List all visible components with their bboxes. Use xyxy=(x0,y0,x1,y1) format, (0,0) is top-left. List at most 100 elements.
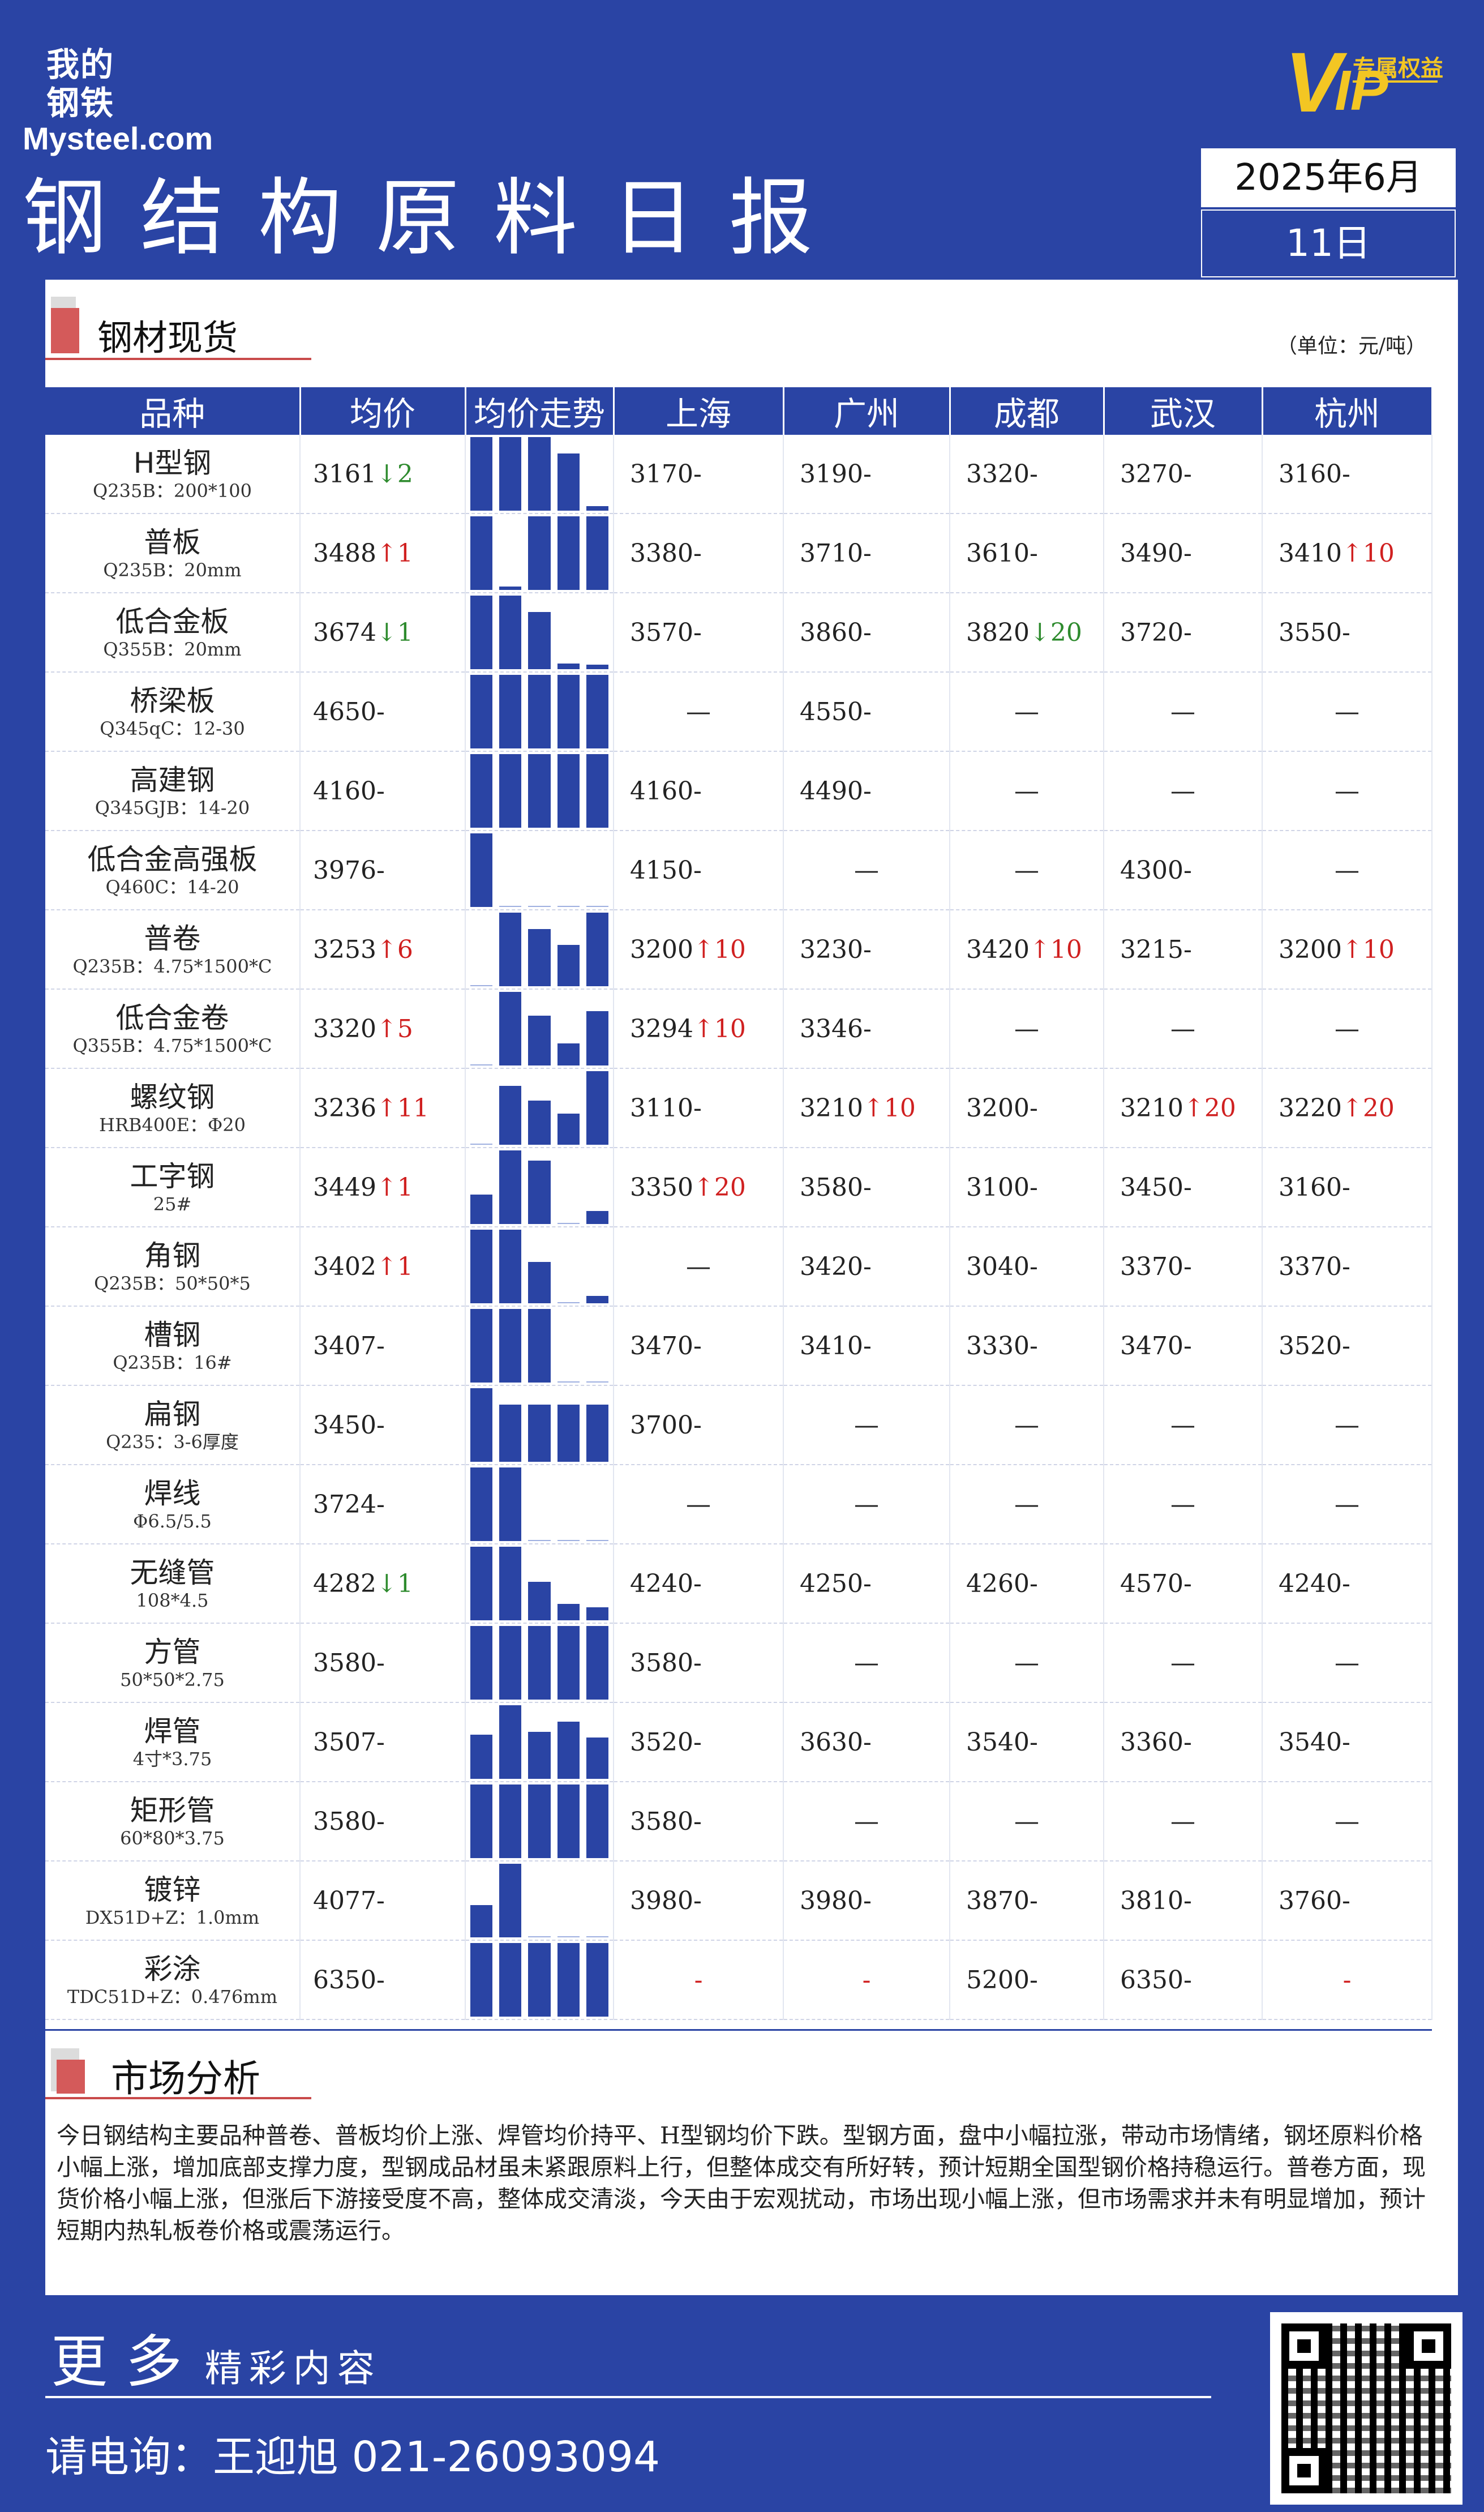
trend-bars xyxy=(470,1547,609,1620)
trend-bar xyxy=(586,665,609,669)
avg-trend-cell xyxy=(465,593,614,673)
trend-bar xyxy=(528,928,551,986)
city-price: 3330 xyxy=(966,1331,1030,1360)
table-row: 焊管 4寸*3.75 3507- 3520- 3630- 3540- 3360- 3540- xyxy=(45,1702,1432,1782)
city-price: 3294 xyxy=(630,1014,693,1043)
change-arrow: ↑ xyxy=(376,1252,397,1281)
trend-bar xyxy=(528,754,551,828)
trend-bar xyxy=(557,453,580,511)
city-price-cell: 4550- xyxy=(783,672,950,752)
avg-price: 3407 xyxy=(313,1331,376,1360)
trend-bar xyxy=(528,1101,551,1145)
trend-bar xyxy=(499,906,522,907)
table-row: 低合金高强板 Q460C：14-20 3976- 4150- — —4300- — xyxy=(45,831,1432,910)
trend-bar xyxy=(557,1626,580,1700)
column-header: 成都 xyxy=(950,387,1105,435)
city-price: 3160 xyxy=(1279,459,1342,489)
vip-letter: V xyxy=(1285,35,1342,130)
city-price: 3580 xyxy=(630,1648,693,1677)
city-price-cell: 3170- xyxy=(614,435,784,514)
column-header: 上海 xyxy=(614,387,784,435)
table-row: 低合金卷 Q355B：4.75*1500*C 3320↑5 3294↑10 3346- —… xyxy=(45,989,1432,1069)
city-change-arrow: - xyxy=(693,1648,702,1677)
city-price-cell: 3370- xyxy=(1104,1227,1263,1307)
city-price: — xyxy=(1335,1490,1359,1519)
trend-bar xyxy=(557,663,580,669)
city-price-cell: 4260- xyxy=(950,1544,1104,1624)
city-change-arrow: - xyxy=(693,459,702,489)
contact-info[interactable]: 王迎旭 021-26093094 xyxy=(213,2433,660,2481)
avg-price-cell: 3580- xyxy=(300,1623,466,1703)
avg-price-cell: 3450- xyxy=(300,1385,466,1465)
city-price: — xyxy=(1335,1014,1359,1043)
trend-bars xyxy=(470,1864,609,1937)
avg-price-cell: 3976- xyxy=(300,831,466,910)
city-price-cell: — xyxy=(783,831,950,910)
city-price: 3210 xyxy=(1120,1093,1183,1123)
section-underline xyxy=(45,358,311,360)
city-price-cell: 3110- xyxy=(614,1068,784,1148)
city-change-arrow: - xyxy=(1341,1727,1350,1757)
qr-code[interactable] xyxy=(1270,2312,1462,2505)
avg-price-cell: 3674↓1 xyxy=(300,593,466,673)
city-price: — xyxy=(1170,697,1195,726)
section-mark xyxy=(51,308,79,353)
city-change-value: 10 xyxy=(1362,935,1395,964)
city-price-cell: 3980- xyxy=(614,1861,784,1941)
city-price-cell: — xyxy=(950,1385,1104,1465)
qr-eye-bl xyxy=(1281,2448,1327,2493)
city-price: 3220 xyxy=(1279,1093,1342,1123)
avg-price: 3236 xyxy=(313,1093,376,1123)
city-price: 4160 xyxy=(630,776,693,806)
table-bottom-divider xyxy=(45,2029,1432,2031)
city-price-cell: 3420- xyxy=(783,1227,950,1307)
city-price-cell: — xyxy=(950,672,1104,752)
product-cell: 焊线 Φ6.5/5.5 xyxy=(45,1465,301,1544)
product-name: 普卷 xyxy=(144,922,201,955)
avg-price: 4077 xyxy=(313,1886,376,1915)
avg-price: 4282 xyxy=(313,1569,376,1598)
product-cell: 扁钢 Q235：3-6厚度 xyxy=(45,1385,301,1465)
city-price: 3980 xyxy=(800,1886,863,1915)
city-change-arrow: - xyxy=(863,1331,872,1360)
city-change-arrow: - xyxy=(693,1331,702,1360)
product-spec: Q235B：20mm xyxy=(103,559,242,581)
change-arrow: ↓ xyxy=(376,1569,397,1598)
product-cell: 镀锌 DX51D+Z：1.0mm xyxy=(45,1861,301,1941)
city-change-arrow: - xyxy=(693,776,702,806)
product-spec: Q345GJB：14-20 xyxy=(95,797,250,819)
city-change-arrow: - xyxy=(1341,459,1350,489)
city-change-arrow: - xyxy=(1341,618,1350,647)
product-name: 扁钢 xyxy=(144,1397,201,1431)
city-change-arrow: - xyxy=(1029,1727,1038,1757)
trend-bar xyxy=(557,1784,580,1858)
product-name: 方管 xyxy=(144,1635,201,1668)
avg-trend-cell xyxy=(465,1385,614,1465)
trend-bar xyxy=(586,1296,609,1303)
city-change-value: 20 xyxy=(714,1172,746,1202)
product-spec: DX51D+Z：1.0mm xyxy=(85,1906,260,1928)
city-change-value: 10 xyxy=(883,1093,916,1123)
product-cell: 工字钢 25# xyxy=(45,1148,301,1227)
city-price: 3190 xyxy=(800,459,863,489)
table-row: 螺纹钢 HRB400E：Φ20 3236↑11 3110- 3210↑10 3200- 32… xyxy=(45,1068,1432,1148)
city-price-cell: — xyxy=(1104,1385,1263,1465)
trend-bar xyxy=(557,1540,580,1541)
city-price-cell: — xyxy=(1262,831,1432,910)
trend-bars xyxy=(470,596,609,669)
city-price-cell: — xyxy=(783,1782,950,1861)
table-row: 彩涂 TDC51D+Z：0.476mm 6350- - -5200- 6350- - xyxy=(45,1940,1432,2020)
trend-bar xyxy=(499,1943,522,2017)
avg-trend-cell xyxy=(465,672,614,752)
change-value: 1 xyxy=(397,538,413,568)
city-price-cell: 3380- xyxy=(614,513,784,593)
city-price-cell: 3470- xyxy=(1104,1306,1263,1386)
trend-bar xyxy=(586,675,609,748)
city-price-cell: 3200- xyxy=(950,1068,1104,1148)
more-label: 更 多 xyxy=(51,2329,182,2395)
city-price: — xyxy=(1014,1490,1039,1519)
change-arrow: - xyxy=(376,697,385,726)
avg-price-cell: 3236↑11 xyxy=(300,1068,466,1148)
trend-bar xyxy=(470,1943,493,2017)
vip-badge[interactable]: V 专属权益 IP xyxy=(1285,40,1443,125)
